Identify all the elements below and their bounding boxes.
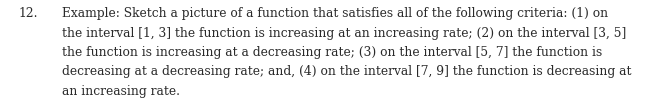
Text: the interval [1, 3] the function is increasing at an increasing rate; (2) on the: the interval [1, 3] the function is incr… [62,27,626,40]
Text: decreasing at a decreasing rate; and, (4) on the interval [7, 9] the function is: decreasing at a decreasing rate; and, (4… [62,66,631,79]
Text: 12.: 12. [19,7,38,20]
Text: the function is increasing at a decreasing rate; (3) on the interval [5, 7] the : the function is increasing at a decreasi… [62,46,602,59]
Text: an increasing rate.: an increasing rate. [62,85,180,98]
Text: Example: Sketch a picture of a function that satisfies all of the following crit: Example: Sketch a picture of a function … [62,7,608,20]
